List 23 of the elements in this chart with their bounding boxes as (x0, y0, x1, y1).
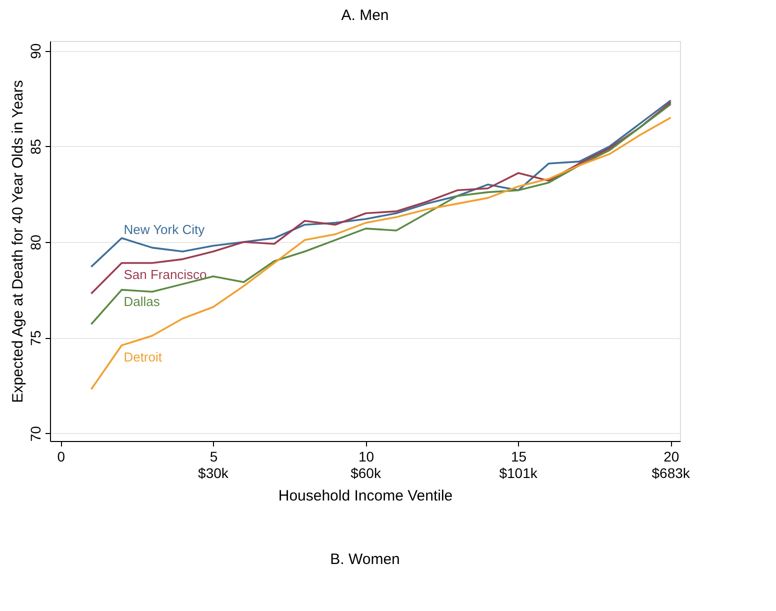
x-axis-title: Household Income Ventile (278, 488, 453, 504)
series-label: New York City (124, 222, 206, 238)
chart-title: A. Men (341, 7, 389, 24)
text: $60k (350, 465, 382, 481)
x-tick-label: 15 (511, 448, 527, 464)
text: B. Women (330, 551, 400, 568)
series-label: Detroit (124, 349, 162, 364)
y-axis-title: Expected Age at Death for 40 Year Olds in Years (10, 80, 26, 403)
y-tick-label: 80 (28, 234, 44, 250)
text: $101k (499, 465, 538, 481)
text: $683k (652, 465, 691, 481)
x-tick-label: 20 (664, 448, 680, 464)
y-tick-label: 75 (28, 330, 44, 346)
y-tick-label: 90 (28, 43, 44, 59)
y-tick-label: 85 (28, 138, 44, 155)
x-tick-label: 10 (358, 448, 374, 464)
series-label: Dallas (124, 294, 160, 309)
text: $30k (198, 465, 230, 481)
line-series (90, 116, 672, 390)
series-label: San Francisco (124, 267, 207, 282)
y-tick-label: 70 (28, 426, 44, 442)
x-tick-label: 5 (210, 448, 218, 464)
x-tick-label: 0 (57, 448, 66, 464)
